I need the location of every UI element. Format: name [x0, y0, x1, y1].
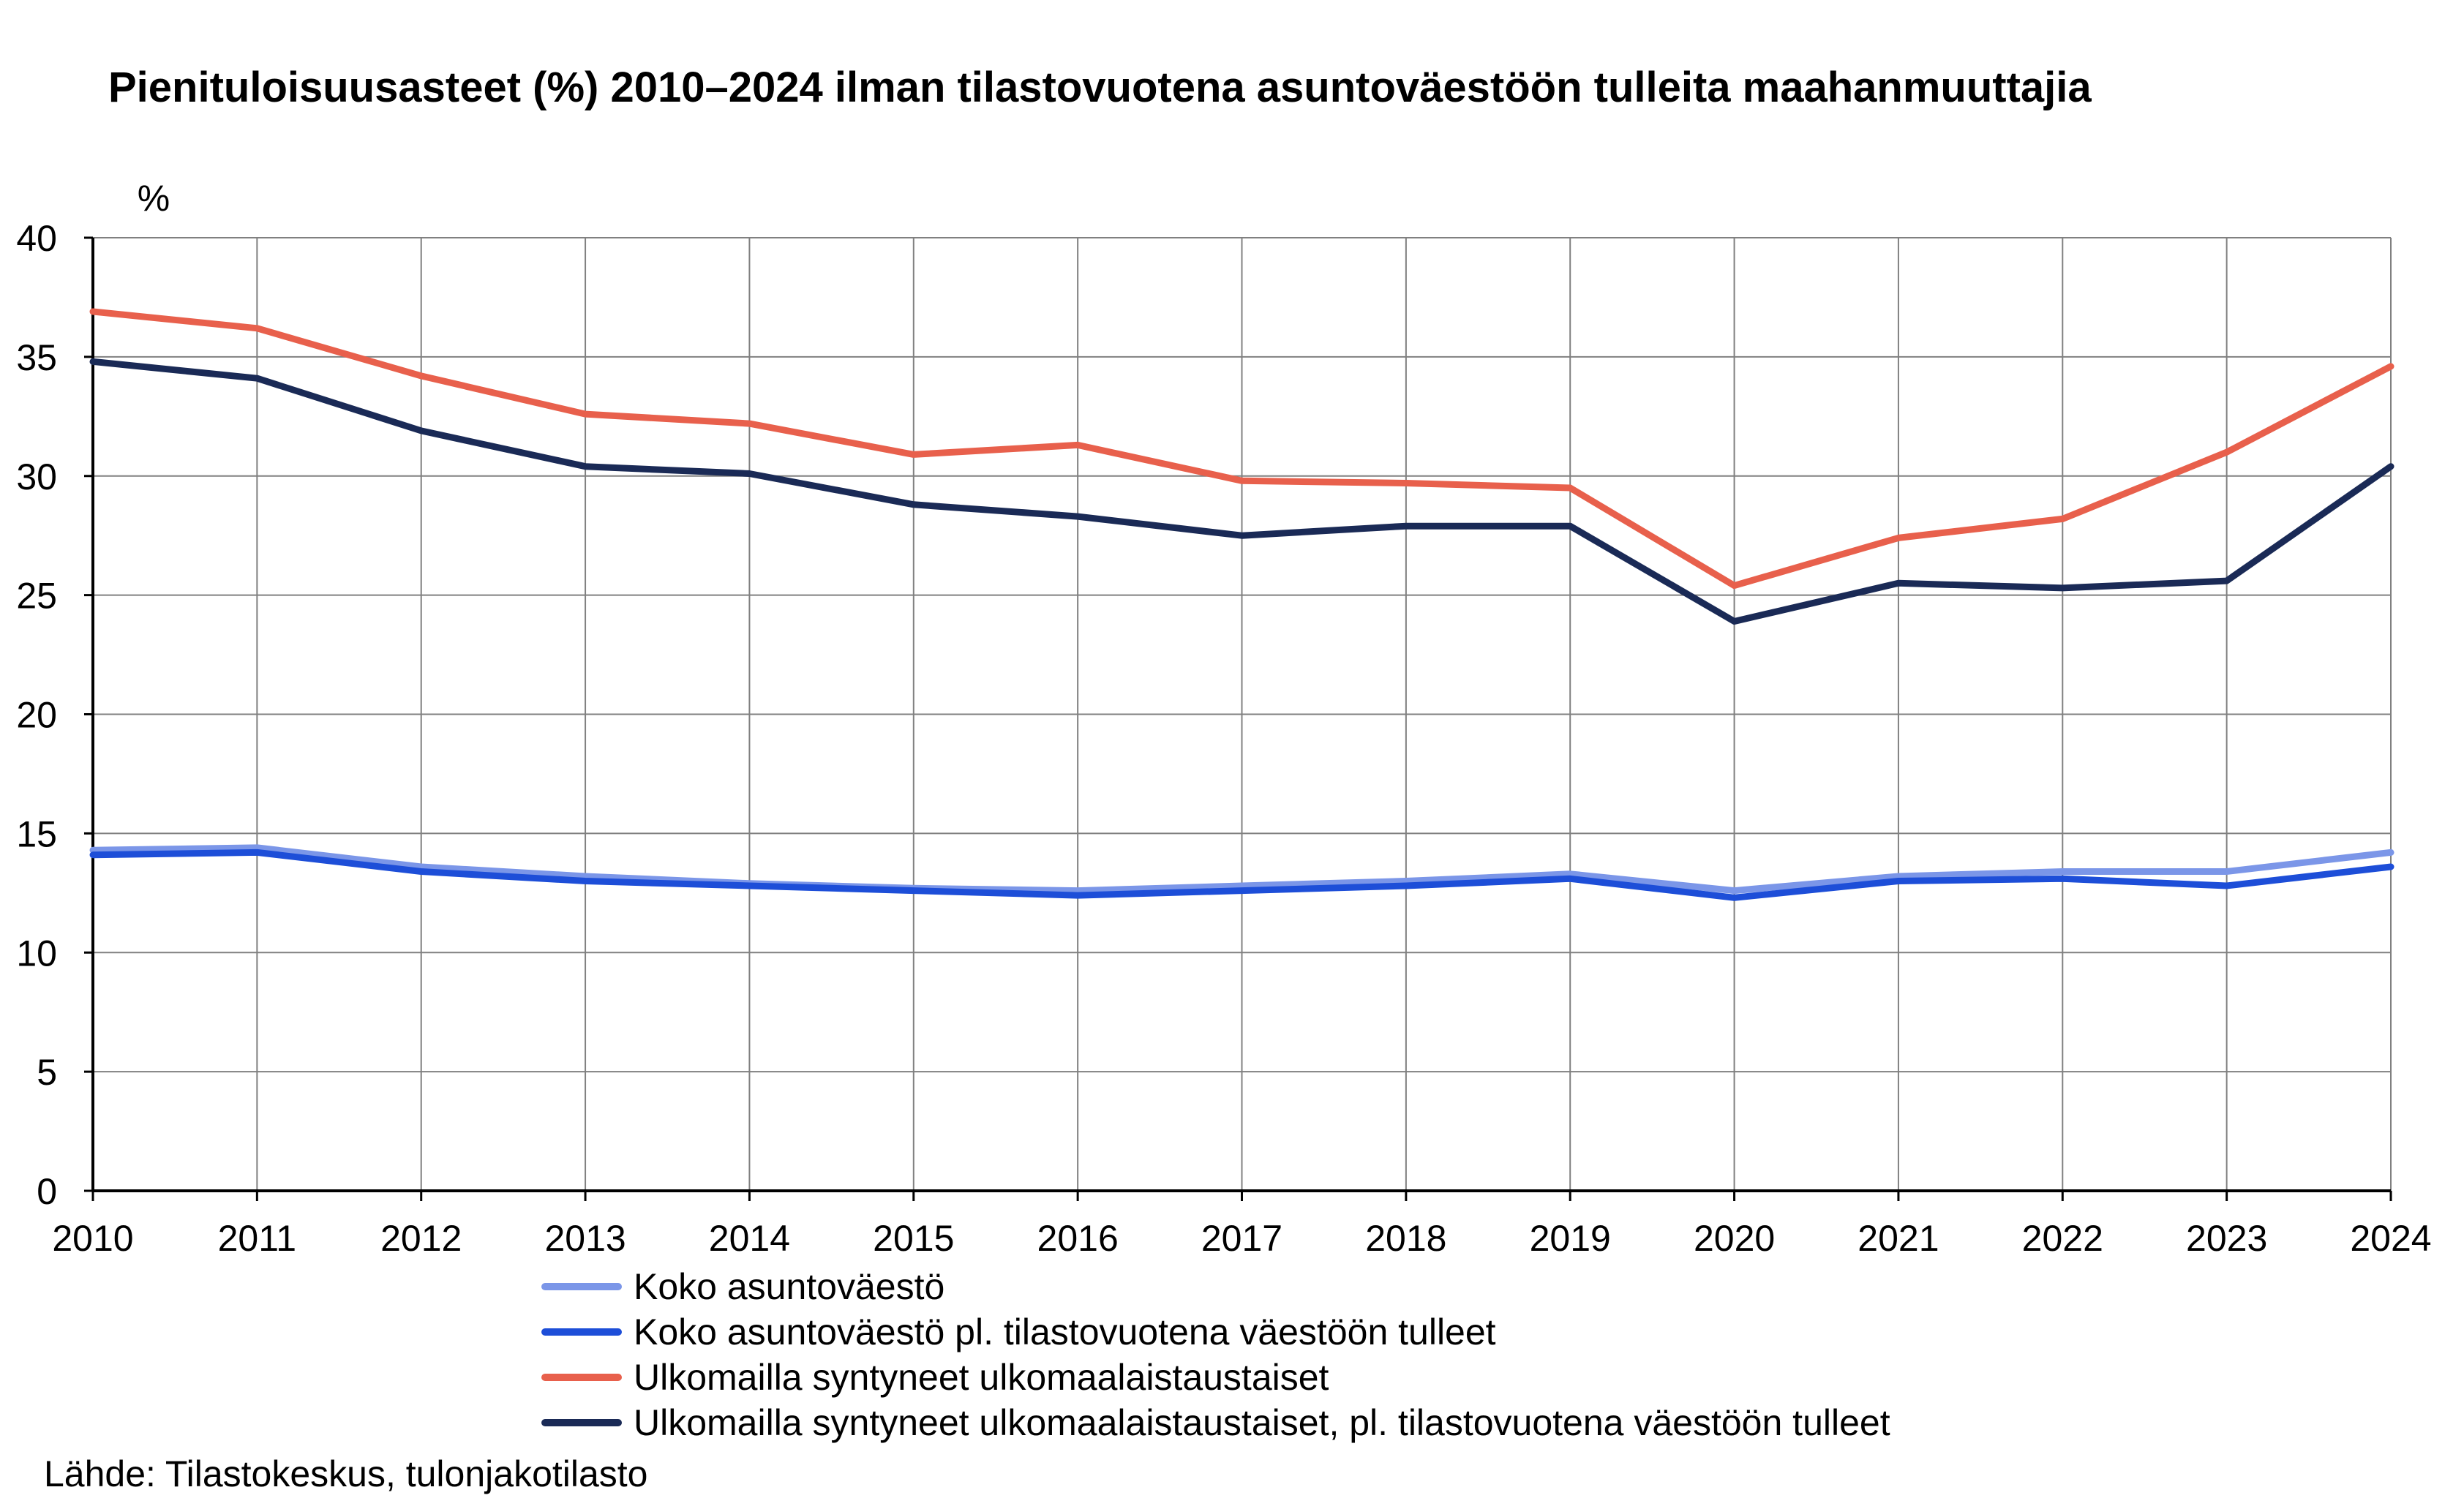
- x-tick-label: 2022: [2022, 1218, 2103, 1258]
- y-axis-label: %: [138, 178, 170, 219]
- data-point: [2226, 451, 2228, 453]
- legend-item: Koko asuntoväestö: [541, 1264, 1890, 1309]
- data-point: [256, 851, 258, 853]
- data-point: [1569, 525, 1571, 527]
- y-tick-label: 15: [16, 813, 57, 854]
- y-tick-label: 35: [16, 337, 57, 378]
- y-tick-label: 10: [16, 933, 57, 974]
- data-point: [256, 847, 258, 848]
- data-point: [92, 311, 94, 312]
- legend-label: Koko asuntoväestö pl. tilastovuotena väe…: [634, 1312, 1496, 1352]
- x-tick-label: 2023: [2186, 1218, 2267, 1258]
- data-point: [1405, 525, 1407, 527]
- legend-swatch: [541, 1283, 622, 1290]
- x-tick-label: 2010: [52, 1218, 133, 1258]
- series-lines: [89, 308, 2394, 901]
- legend-item: Ulkomailla syntyneet ulkomaalaistaustais…: [541, 1355, 1890, 1400]
- y-tick-label: 25: [16, 576, 57, 617]
- data-point: [1569, 873, 1571, 875]
- x-tick-label: 2016: [1037, 1218, 1119, 1258]
- y-tick-label: 30: [16, 456, 57, 497]
- data-point: [92, 361, 94, 362]
- x-tick-label: 2021: [1858, 1218, 1939, 1258]
- x-tick-label: 2014: [709, 1218, 790, 1258]
- data-point: [913, 454, 914, 455]
- y-tick-label: 20: [16, 695, 57, 736]
- legend-swatch: [541, 1374, 622, 1381]
- x-tick-label: 2019: [1530, 1218, 1611, 1258]
- chart-title: Pienituloisuusasteet (%) 2010–2024 ilman…: [108, 64, 2092, 111]
- x-tick-label: 2011: [218, 1218, 297, 1258]
- data-point: [1734, 890, 1735, 892]
- x-tick-label: 2018: [1365, 1218, 1446, 1258]
- legend-item: Koko asuntoväestö pl. tilastovuotena väe…: [541, 1309, 1890, 1355]
- data-point: [1734, 585, 1735, 587]
- data-point: [2062, 870, 2063, 872]
- x-tick-label: 2012: [380, 1218, 462, 1258]
- data-point: [2062, 878, 2063, 879]
- x-tick-label: 2013: [544, 1218, 626, 1258]
- data-point: [1734, 620, 1735, 622]
- data-point: [2226, 870, 2228, 872]
- legend-label: Ulkomailla syntyneet ulkomaalaistaustais…: [634, 1402, 1890, 1443]
- legend-label: Ulkomailla syntyneet ulkomaalaistaustais…: [634, 1357, 1329, 1398]
- data-point: [748, 885, 750, 887]
- data-point: [585, 413, 586, 415]
- data-point: [1405, 885, 1407, 887]
- axes: [84, 236, 2392, 1201]
- legend-swatch: [541, 1419, 622, 1426]
- data-point: [2390, 851, 2392, 853]
- data-point: [2390, 866, 2392, 868]
- y-tick-label: 5: [37, 1052, 57, 1093]
- x-tick-labels: 2010 2011 2012 2013 2014 2015 2016 2017 2018 2019…: [52, 1218, 2431, 1258]
- data-point: [1569, 487, 1571, 489]
- data-point: [2390, 466, 2392, 467]
- legend-label: Koko asuntoväestö: [634, 1266, 945, 1307]
- source-note: Lähde: Tilastokeskus, tulonjakotilasto: [44, 1453, 648, 1494]
- y-tick-labels: 0 5 10 15 20 25 30 35 40: [16, 218, 57, 1212]
- data-point: [256, 377, 258, 379]
- data-point: [2226, 885, 2228, 887]
- data-point: [2062, 587, 2063, 589]
- legend-item: Ulkomailla syntyneet ulkomaalaistaustais…: [541, 1400, 1890, 1445]
- x-tick-label: 2020: [1694, 1218, 1775, 1258]
- data-point: [585, 466, 586, 467]
- data-point: [92, 849, 94, 851]
- data-point: [913, 504, 914, 505]
- data-point: [585, 876, 586, 877]
- x-tick-label: 2024: [2350, 1218, 2431, 1258]
- data-point: [2226, 580, 2228, 582]
- x-tick-label: 2015: [873, 1218, 954, 1258]
- data-point: [92, 854, 94, 856]
- legend: Koko asuntoväestö Koko asuntoväestö pl. t…: [541, 1264, 1890, 1445]
- data-point: [748, 473, 750, 474]
- legend-swatch: [541, 1328, 622, 1336]
- y-tick-label: 40: [16, 218, 57, 259]
- data-point: [1569, 878, 1571, 879]
- y-tick-label: 0: [37, 1171, 57, 1212]
- x-tick-label: 2017: [1201, 1218, 1282, 1258]
- data-point: [913, 890, 914, 892]
